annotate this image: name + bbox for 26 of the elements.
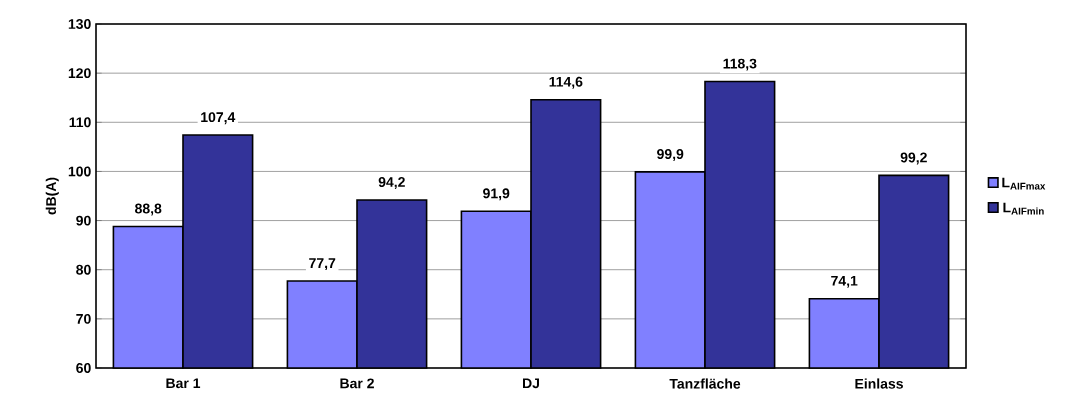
legend-label: L$_{AIFmax}$: [1002, 177, 1046, 190]
data-label: 74,1: [831, 275, 858, 288]
y-tick-label: 130: [68, 19, 91, 29]
data-label: 99,9: [657, 149, 684, 161]
data-label: 99,2: [900, 152, 927, 165]
x-tick-label: DJ: [523, 378, 539, 389]
y-tick-label: 90: [76, 215, 91, 226]
y-tick-label: 80: [76, 264, 91, 275]
y-tick-label: 100: [68, 166, 91, 177]
y-axis-title: dB(A): [45, 177, 59, 215]
y-tick-label: 70: [76, 313, 91, 324]
data-label: 94,2: [378, 177, 405, 190]
data-label: 114,6: [549, 76, 583, 89]
legend-label: L$_{AIFmin}$: [1003, 202, 1044, 215]
data-label: 107,4: [201, 112, 236, 125]
y-tick-label: 110: [69, 117, 91, 128]
data-label: 77,7: [309, 258, 336, 271]
data-label: 118,3: [723, 58, 757, 71]
x-tick-label: Tanzfläche: [669, 378, 741, 389]
y-tick-label: 60: [76, 363, 91, 373]
data-label: 88,8: [135, 203, 162, 216]
x-tick-label: Bar 2: [340, 378, 374, 389]
x-tick-label: Bar 1: [166, 378, 201, 389]
data-label: 91,9: [483, 188, 510, 201]
y-tick-label: 120: [68, 68, 91, 79]
x-tick-label: Einlass: [855, 378, 903, 389]
